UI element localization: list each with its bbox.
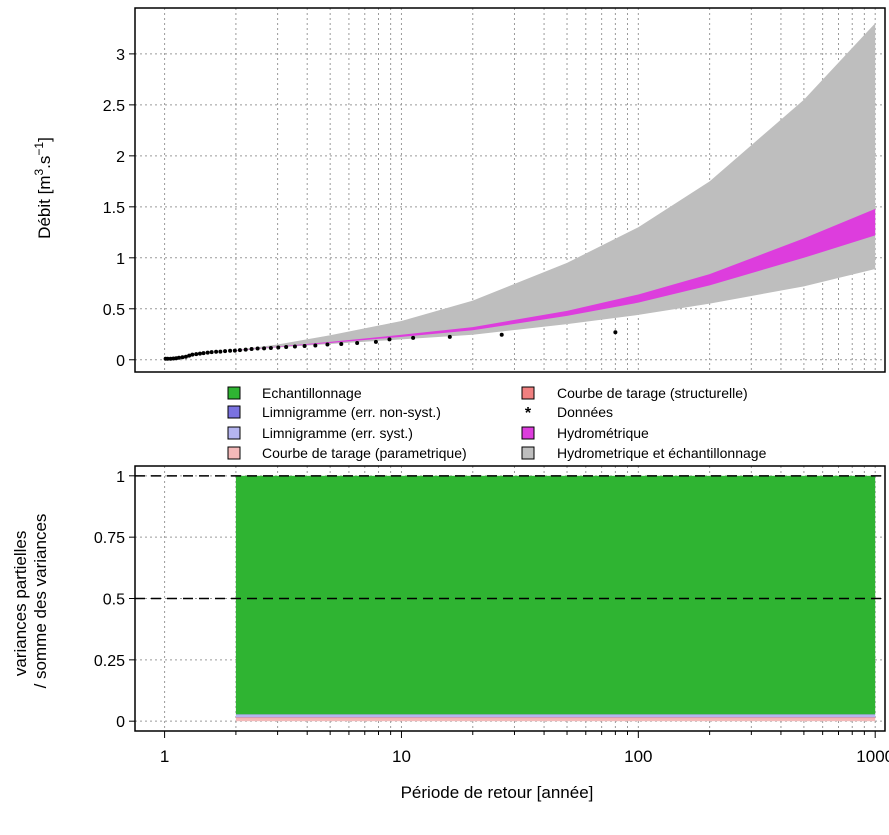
legend-label: Données	[557, 404, 613, 420]
legend-label: Limnigramme (err. syst.)	[262, 425, 413, 441]
discharge-panel: Débit [m3.s−1] 00.511.522.53	[32, 7, 886, 373]
band-hydro-sampling	[235, 23, 876, 352]
data-point	[176, 355, 181, 360]
data-point	[232, 348, 237, 353]
x-tick-label: 100	[624, 747, 652, 766]
legend-swatch	[521, 426, 535, 440]
variance-area	[235, 714, 876, 718]
bottom-y-label-line1: variances partielles	[11, 531, 30, 677]
variance-area	[235, 475, 876, 715]
legend-label: Echantillonnage	[262, 385, 362, 401]
data-point	[190, 352, 195, 357]
data-point	[237, 348, 242, 353]
x-tick-label: 10	[392, 747, 411, 766]
legend-swatch	[227, 446, 241, 460]
data-point	[214, 349, 219, 354]
legend-swatch	[227, 405, 241, 419]
bottom-y-tick-label: 0.25	[94, 653, 125, 670]
legend-swatch	[521, 446, 535, 460]
data-point	[284, 345, 289, 350]
data-point	[302, 344, 307, 348]
x-tick-label: 1000	[856, 747, 889, 766]
top-y-tick-label: 1.5	[103, 200, 125, 217]
variance-panel: variances partielles / somme des varianc…	[11, 465, 889, 802]
legend-label: Hydrometrique et échantillonnage	[557, 445, 767, 461]
data-point	[218, 349, 223, 354]
legend-swatch	[227, 426, 241, 440]
data-point	[292, 344, 297, 349]
variance-area	[235, 714, 876, 715]
y-label-sup2: −1	[32, 142, 46, 156]
data-point	[447, 334, 452, 339]
data-point	[187, 353, 192, 358]
bottom-y-tick-label: 0	[116, 714, 125, 731]
bottom-y-tick-label: 0.75	[94, 530, 125, 547]
data-point	[223, 349, 228, 354]
legend-label: Courbe de tarage (structurelle)	[557, 385, 748, 401]
top-y-axis-label: Débit [m3.s−1]	[32, 137, 54, 239]
data-point	[168, 356, 173, 361]
data-point	[205, 350, 210, 355]
data-point	[255, 346, 260, 351]
data-point	[180, 355, 185, 360]
y-label-main: Débit [m	[35, 176, 54, 239]
legend-swatch	[227, 386, 241, 400]
data-point	[276, 345, 281, 350]
top-y-tick-label: 2	[116, 149, 125, 166]
data-point	[499, 332, 504, 337]
data-point	[355, 340, 360, 345]
data-point	[183, 354, 188, 359]
data-point	[411, 335, 416, 340]
legend-label: Limnigramme (err. non-syst.)	[262, 404, 441, 420]
bottom-y-tick-label: 1	[116, 469, 125, 486]
data-point	[387, 337, 392, 342]
data-point	[197, 351, 202, 356]
data-point	[201, 351, 206, 356]
x-tick-label: 1	[160, 747, 169, 766]
top-y-tick-label: 0	[116, 353, 125, 370]
data-point	[243, 347, 248, 352]
data-point	[165, 356, 170, 361]
bottom-y-axis-label: variances partielles / somme des varianc…	[11, 514, 50, 689]
variance-area	[235, 718, 876, 722]
y-label-sup1: 3	[32, 169, 46, 176]
top-plot-frame	[134, 7, 886, 373]
data-point	[194, 352, 199, 357]
top-y-tick-label: 0.5	[103, 302, 125, 319]
data-point	[373, 339, 378, 344]
x-axis-label: Période de retour [année]	[401, 783, 594, 802]
legend: Echantillonnage Limnigramme (err. non-sys…	[227, 385, 767, 461]
legend-swatch	[521, 386, 535, 400]
data-point	[228, 348, 233, 353]
top-y-tick-label: 3	[116, 47, 125, 64]
data-point	[249, 347, 254, 352]
top-y-tick-label: 2.5	[103, 98, 125, 115]
data-point	[613, 330, 618, 335]
variance-area	[235, 717, 876, 719]
data-point	[209, 350, 214, 355]
data-point	[313, 343, 318, 348]
data-point	[268, 346, 273, 351]
top-y-tick-label: 1	[116, 251, 125, 268]
bottom-y-label-line2: / somme des variances	[31, 514, 50, 689]
data-point	[262, 346, 267, 351]
y-label-end: ]	[35, 137, 54, 142]
data-point	[325, 342, 330, 347]
legend-point-marker: *	[525, 405, 532, 422]
legend-label: Hydrométrique	[557, 425, 649, 441]
data-point	[339, 341, 344, 346]
legend-label: Courbe de tarage (parametrique)	[262, 445, 467, 461]
y-label-mid: .s	[35, 156, 54, 169]
bottom-y-tick-label: 0.5	[103, 592, 125, 609]
